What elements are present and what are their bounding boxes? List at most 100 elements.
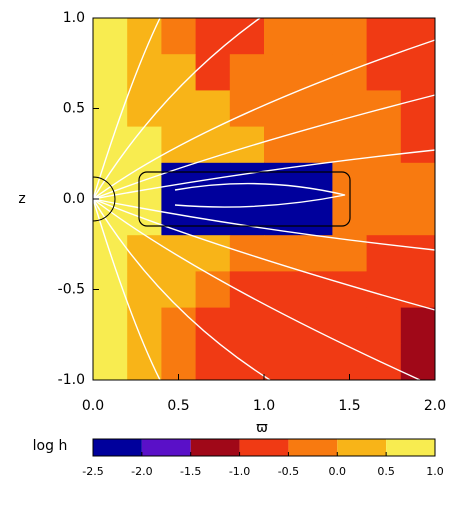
field-cell bbox=[229, 271, 265, 309]
field-cell bbox=[298, 90, 333, 128]
y-tick-label: 1.0 bbox=[63, 10, 85, 26]
colorbar-tick-label: -1.5 bbox=[180, 465, 201, 478]
field-cell bbox=[298, 271, 333, 309]
field-cell bbox=[195, 343, 231, 381]
field-cell bbox=[264, 54, 299, 91]
field-cell bbox=[127, 126, 162, 164]
y-tick-label: 0.0 bbox=[63, 191, 85, 207]
colorbar: -2.5 -2.0 -1.5 -1.0 -0.5 0.0 0.5 1.0 bbox=[82, 438, 444, 478]
field-cell bbox=[229, 199, 265, 236]
colorbar-tick-label: -1.0 bbox=[229, 465, 250, 478]
colorbar-swatch bbox=[337, 439, 387, 456]
sphere-outline bbox=[92, 176, 116, 222]
field-cell bbox=[161, 307, 197, 345]
y-tick-label: -1.0 bbox=[58, 372, 85, 388]
field-cell bbox=[366, 18, 402, 55]
field-cell bbox=[332, 307, 368, 345]
field-cell bbox=[400, 54, 436, 91]
field-cell bbox=[366, 235, 402, 272]
field-cell bbox=[195, 18, 231, 55]
field-cell bbox=[298, 199, 333, 236]
field-cell bbox=[298, 126, 333, 164]
field-cell bbox=[93, 18, 128, 55]
field-cell bbox=[298, 343, 333, 381]
x-tick-label: 1.0 bbox=[253, 398, 275, 414]
field-cell bbox=[127, 18, 162, 55]
colorbar-frame bbox=[92, 438, 436, 457]
field-cell bbox=[366, 271, 402, 309]
field-cell bbox=[229, 307, 265, 345]
field-cell bbox=[332, 90, 368, 128]
field-cell bbox=[161, 18, 197, 55]
field-cell bbox=[332, 18, 368, 55]
field-cell bbox=[298, 18, 333, 55]
field-cell bbox=[332, 271, 368, 309]
field-cell bbox=[161, 235, 197, 272]
field-cell bbox=[229, 126, 265, 164]
x-tick-label: 1.5 bbox=[338, 398, 360, 414]
y-tick-label: 0.5 bbox=[63, 101, 85, 117]
field-cell bbox=[264, 343, 299, 381]
field-cell bbox=[127, 199, 162, 236]
field-cell bbox=[195, 271, 231, 309]
field-cell bbox=[127, 162, 162, 200]
field-cell bbox=[400, 162, 436, 200]
colorbar-swatch bbox=[386, 439, 435, 456]
field-cell bbox=[127, 54, 162, 91]
colorbar-tick-label: 0.5 bbox=[377, 465, 395, 478]
streamlines bbox=[92, 17, 436, 381]
field-cell bbox=[298, 162, 333, 200]
field-cell bbox=[127, 343, 162, 381]
x-tick-label: 2.0 bbox=[424, 398, 446, 414]
field-cell bbox=[400, 235, 436, 272]
field-cell bbox=[127, 271, 162, 309]
field-cell bbox=[93, 307, 128, 345]
disk-outline bbox=[138, 171, 351, 227]
field-cell bbox=[229, 90, 265, 128]
field-cell bbox=[161, 126, 197, 164]
field-cell bbox=[264, 90, 299, 128]
field-cell bbox=[366, 307, 402, 345]
x-tick-label: 0.5 bbox=[167, 398, 189, 414]
field-cell bbox=[161, 271, 197, 309]
field-cell bbox=[195, 235, 231, 272]
colorbar-tick-label: -0.5 bbox=[278, 465, 299, 478]
field-cell bbox=[161, 54, 197, 91]
colorbar-tick-label: 1.0 bbox=[426, 465, 444, 478]
y-axis-label: z bbox=[18, 191, 25, 207]
colorbar-tick-label: -2.5 bbox=[82, 465, 103, 478]
field-cell bbox=[264, 235, 299, 272]
field-cell bbox=[332, 54, 368, 91]
x-tick-label: 0.0 bbox=[82, 398, 104, 414]
colorbar-tick-label: -2.0 bbox=[131, 465, 152, 478]
colorbar-swatch bbox=[239, 439, 289, 456]
field-cell bbox=[195, 54, 231, 91]
field-cell bbox=[366, 199, 402, 236]
field-cell bbox=[93, 54, 128, 91]
colorbar-tick-label: 0.0 bbox=[329, 465, 347, 478]
field-cell bbox=[400, 343, 436, 381]
field-cell bbox=[195, 199, 231, 236]
x-axis-label: ϖ bbox=[256, 420, 268, 436]
field-cell bbox=[332, 126, 368, 164]
field-cell bbox=[127, 235, 162, 272]
y-tick-label: -0.5 bbox=[58, 282, 85, 298]
field-cell bbox=[400, 126, 436, 164]
field-cell bbox=[298, 307, 333, 345]
field-cell bbox=[264, 126, 299, 164]
field-cell bbox=[93, 343, 128, 381]
field-cell bbox=[400, 199, 436, 236]
field-cell bbox=[229, 343, 265, 381]
field-cell bbox=[400, 18, 436, 55]
field-cell bbox=[264, 18, 299, 55]
field bbox=[93, 18, 436, 381]
field-cell bbox=[161, 90, 197, 128]
field-cell bbox=[127, 307, 162, 345]
field-cell bbox=[195, 90, 231, 128]
field-cell bbox=[400, 271, 436, 309]
field-cell bbox=[298, 235, 333, 272]
field-cell bbox=[400, 307, 436, 345]
field-cell bbox=[298, 54, 333, 91]
field-cell bbox=[366, 162, 402, 200]
